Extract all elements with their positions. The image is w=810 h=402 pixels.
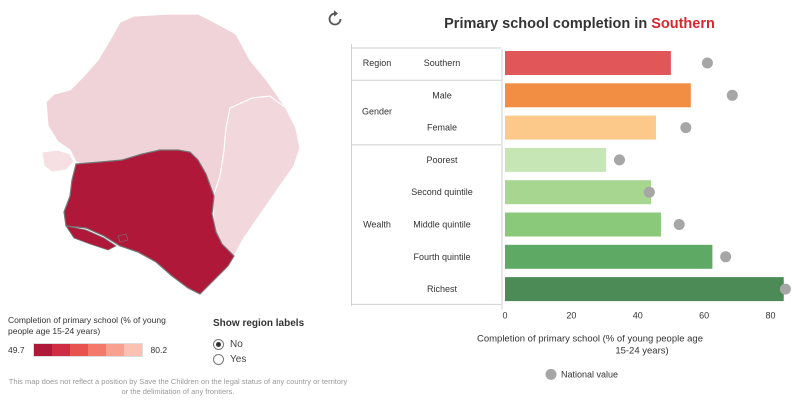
bar [505, 212, 661, 237]
legend-color-cell [51, 344, 70, 356]
row-label: Second quintile [411, 187, 473, 197]
radio-label-yes: Yes [230, 354, 247, 365]
national-marker [613, 154, 625, 166]
region-southern[interactable] [63, 149, 235, 295]
row-label: Male [432, 90, 452, 100]
x-tick-label: 80 [765, 310, 775, 320]
national-marker [779, 283, 791, 295]
completion-bar-chart: Region Gender Wealth Southern Male Female Poor… [352, 47, 791, 380]
bar [505, 115, 656, 140]
legend-label: National value [561, 369, 618, 379]
x-axis-title-line1: Completion of primary school (% of young… [477, 333, 703, 344]
radio-option-no[interactable]: No [213, 337, 343, 352]
group-label: Region [363, 58, 392, 68]
group-label: Wealth [363, 220, 391, 230]
legend-color-cell [123, 344, 142, 356]
bar [505, 51, 671, 75]
x-tick-label: 20 [566, 310, 576, 320]
region-labels-title: Show region labels [213, 318, 305, 329]
radio-button-no[interactable] [213, 339, 224, 350]
legend-color-cell [33, 344, 52, 356]
chart-title-prefix: Primary school completion in [444, 16, 652, 32]
bar [505, 180, 651, 205]
national-marker [643, 186, 655, 198]
legend-max-value: 80.2 [150, 345, 168, 355]
group-label: Gender [362, 107, 392, 117]
region-western-area[interactable] [41, 149, 75, 173]
row-label: Poorest [426, 155, 458, 165]
national-marker [726, 89, 738, 101]
row-label: Female [427, 123, 457, 133]
island-small [117, 233, 129, 243]
map-disclaimer: This map does not reflect a position by … [8, 377, 348, 396]
bar [505, 147, 607, 172]
x-tick-label: 60 [699, 310, 709, 320]
x-tick-label: 40 [633, 310, 643, 320]
x-axis-title-line2: 15-24 years) [615, 345, 668, 356]
bar [505, 83, 691, 108]
legend-color-bar [32, 343, 143, 357]
legend-color-cell [69, 344, 88, 356]
reset-icon[interactable] [324, 8, 346, 30]
radio-button-yes[interactable] [213, 354, 224, 365]
legend-color-cell [105, 344, 124, 356]
national-marker [701, 57, 713, 69]
radio-option-yes[interactable]: Yes [213, 352, 343, 367]
row-label: Richest [427, 284, 458, 294]
region-eastern[interactable] [211, 95, 301, 257]
row-label: Fourth quintile [413, 252, 470, 262]
radio-label-no: No [230, 339, 243, 350]
legend-marker-icon [545, 368, 557, 380]
island-sherbro [65, 225, 117, 251]
row-label: Middle quintile [413, 220, 471, 230]
legend-scale: 49.7 80.2 [8, 343, 193, 357]
national-marker [720, 251, 732, 263]
legend-color-cell [87, 344, 106, 356]
bar [505, 244, 713, 269]
legend-title: Completion of primary school (% of young… [8, 315, 166, 336]
panel-divider [351, 44, 352, 306]
chart-title-region: Southern [651, 16, 715, 32]
row-label: Southern [424, 58, 461, 68]
x-tick-label: 0 [502, 310, 507, 320]
national-marker [680, 122, 692, 134]
map-panel [0, 0, 352, 310]
map-legend: Completion of primary school (% of young… [8, 315, 193, 357]
legend-min-value: 49.7 [8, 345, 25, 355]
bar [505, 277, 784, 302]
chart-title: Primary school completion in Southern [352, 16, 807, 32]
region-labels-control: Show region labels No Yes [213, 318, 343, 367]
sierra-leone-map [41, 13, 301, 295]
national-marker [673, 219, 685, 230]
